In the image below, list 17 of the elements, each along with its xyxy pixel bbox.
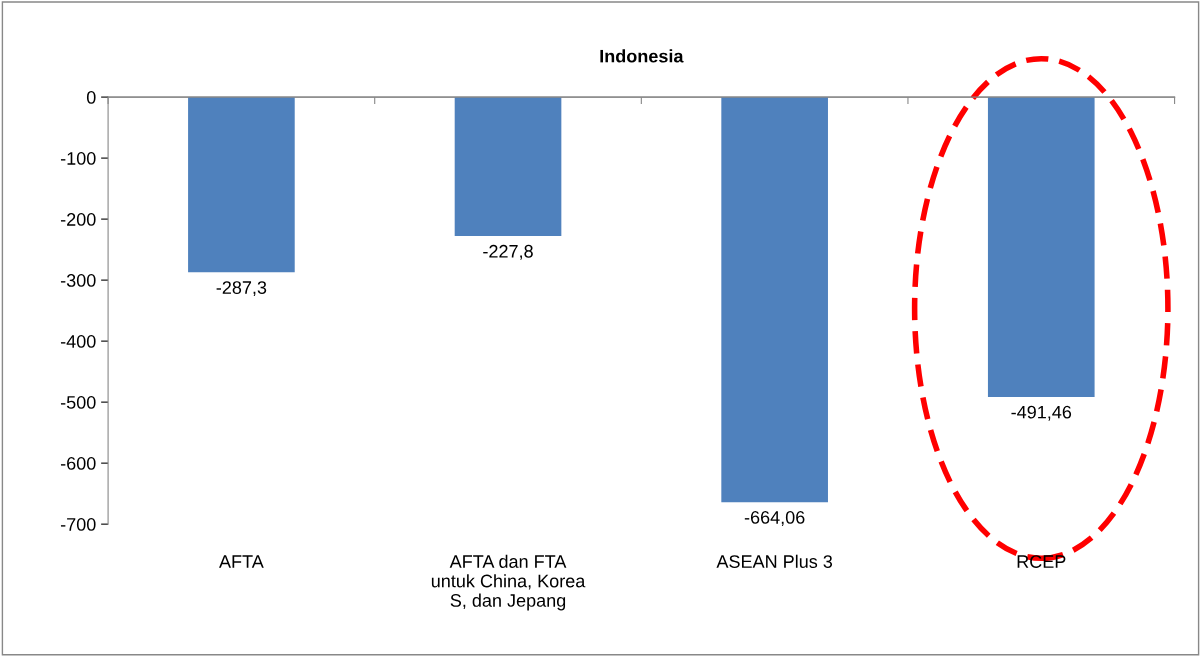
y-tick-label: 0: [86, 91, 96, 104]
y-tick-label: -400: [60, 335, 96, 348]
x-tick-label: RCEP: [1017, 555, 1066, 568]
y-tick-label: -500: [60, 396, 96, 409]
y-tick-label: -200: [60, 213, 96, 226]
y-tick-label: -100: [60, 152, 96, 165]
x-tick-label: ASEAN Plus 3: [716, 554, 833, 568]
y-tick-label: -300: [60, 274, 96, 287]
x-tick-label: AFTA dan FTA untuk China, Korea S, dan Jepang: [431, 554, 586, 611]
data-label: -664,06: [744, 511, 805, 526]
data-label: -491,46: [1011, 405, 1072, 421]
data-label: -287,3: [216, 281, 267, 297]
y-tick-label: -600: [60, 457, 96, 470]
chart-title: Indonesia: [600, 49, 684, 63]
y-tick-label: -700: [60, 518, 96, 531]
x-tick-label: AFTA: [219, 555, 264, 568]
data-label: -227,8: [483, 244, 533, 260]
